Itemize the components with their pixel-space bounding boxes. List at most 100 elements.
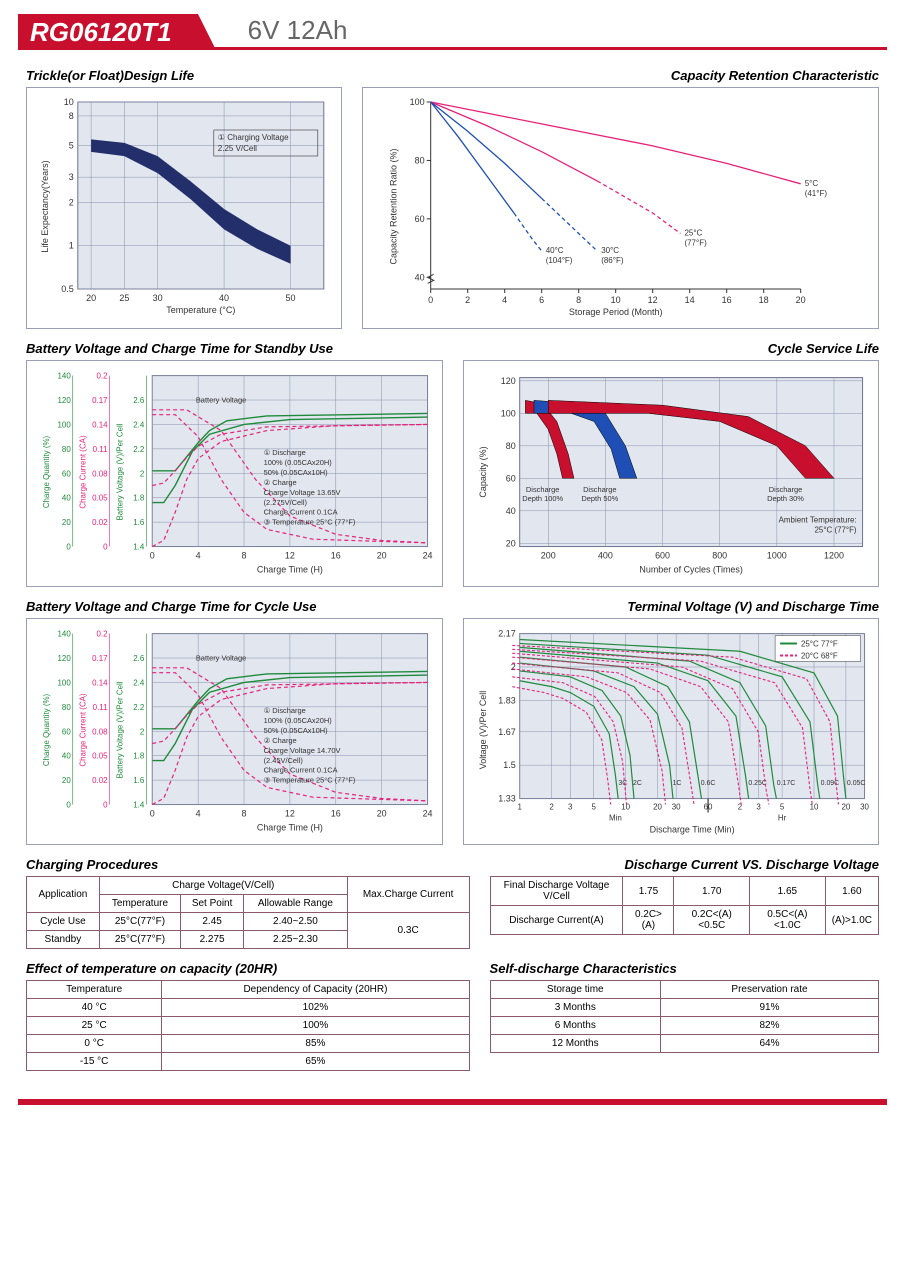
svg-text:2: 2 <box>737 803 742 812</box>
svg-text:0.25C: 0.25C <box>748 780 767 787</box>
svg-text:40: 40 <box>62 494 71 503</box>
svg-text:0: 0 <box>66 543 71 552</box>
svg-text:40: 40 <box>505 506 515 516</box>
svg-text:1.6: 1.6 <box>133 776 145 785</box>
svg-text:50: 50 <box>286 293 296 303</box>
svg-text:① Discharge: ① Discharge <box>264 448 306 457</box>
svg-text:120: 120 <box>58 654 72 663</box>
svg-text:Battery Voltage (V)/Per Cell: Battery Voltage (V)/Per Cell <box>115 423 124 520</box>
svg-text:20°C 68°F: 20°C 68°F <box>800 651 837 660</box>
svg-text:(77°F): (77°F) <box>684 238 707 247</box>
svg-text:4: 4 <box>502 295 507 305</box>
svg-text:Voltage (V)/Per Cell: Voltage (V)/Per Cell <box>477 691 487 770</box>
svg-text:100% (0.05CAx20H): 100% (0.05CAx20H) <box>264 458 333 467</box>
svg-text:24: 24 <box>423 550 433 560</box>
svg-text:0.2: 0.2 <box>96 630 108 639</box>
discharge-table: Final Discharge Voltage V/Cell1.751.701.… <box>490 876 879 935</box>
svg-text:5: 5 <box>779 803 784 812</box>
svg-text:1.83: 1.83 <box>498 695 515 705</box>
svg-text:3C: 3C <box>618 780 627 787</box>
svg-text:100: 100 <box>500 408 515 418</box>
svg-text:12: 12 <box>285 808 295 818</box>
svg-text:Capacity Retention Ratio (%): Capacity Retention Ratio (%) <box>388 148 398 264</box>
svg-text:25°C 77°F: 25°C 77°F <box>800 640 837 649</box>
svg-text:40: 40 <box>414 272 424 282</box>
svg-text:1.4: 1.4 <box>133 543 145 552</box>
chart3: 04812162024020406080100120140Charge Quan… <box>26 360 443 587</box>
svg-text:1200: 1200 <box>824 550 844 560</box>
svg-text:2: 2 <box>140 727 145 736</box>
svg-text:40: 40 <box>62 752 71 761</box>
table3-title: Effect of temperature on capacity (20HR) <box>26 961 470 976</box>
svg-text:140: 140 <box>58 630 72 639</box>
svg-text:5: 5 <box>69 140 74 150</box>
svg-text:0.2: 0.2 <box>96 372 108 381</box>
chart2-title: Capacity Retention Characteristic <box>362 68 879 83</box>
svg-text:80: 80 <box>62 445 71 454</box>
svg-text:1.67: 1.67 <box>498 727 515 737</box>
svg-text:Charge Current 0.1CA: Charge Current 0.1CA <box>264 766 338 775</box>
svg-text:0.5: 0.5 <box>61 284 74 294</box>
svg-text:10: 10 <box>809 803 818 812</box>
svg-text:1C: 1C <box>672 780 681 787</box>
chart6-title: Terminal Voltage (V) and Discharge Time <box>463 599 880 614</box>
table2-title: Discharge Current VS. Discharge Voltage <box>490 857 879 872</box>
svg-text:20: 20 <box>62 518 71 527</box>
svg-text:2: 2 <box>140 469 145 478</box>
svg-text:① Charging Voltage: ① Charging Voltage <box>218 133 289 142</box>
svg-text:(104°F): (104°F) <box>545 256 572 265</box>
svg-text:2.25 V/Cell: 2.25 V/Cell <box>218 144 257 153</box>
chart2: 406080100024681012141618205°C(41°F)25°C(… <box>362 87 879 329</box>
chart1-title: Trickle(or Float)Design Life <box>26 68 342 83</box>
svg-text:20: 20 <box>505 538 515 548</box>
svg-text:Temperature (°C): Temperature (°C) <box>166 305 235 315</box>
svg-text:Depth 30%: Depth 30% <box>767 494 804 503</box>
svg-text:Battery Voltage: Battery Voltage <box>196 395 246 404</box>
svg-text:0: 0 <box>150 808 155 818</box>
svg-text:0.14: 0.14 <box>92 420 108 429</box>
svg-text:4: 4 <box>196 550 201 560</box>
svg-text:1.5: 1.5 <box>503 760 515 770</box>
footer-bar <box>18 1099 887 1105</box>
svg-text:Capacity (%): Capacity (%) <box>477 446 487 497</box>
svg-text:Charge Time (H): Charge Time (H) <box>257 822 323 832</box>
svg-text:0.17C: 0.17C <box>776 780 795 787</box>
svg-text:Life Expectancy(Years): Life Expectancy(Years) <box>40 160 50 252</box>
svg-text:16: 16 <box>721 295 731 305</box>
spec-text: 6V 12Ah <box>198 14 887 50</box>
chart4-title: Cycle Service Life <box>463 341 880 356</box>
svg-text:8: 8 <box>576 295 581 305</box>
svg-text:2C: 2C <box>632 780 641 787</box>
svg-text:Charge Time (H): Charge Time (H) <box>257 564 323 574</box>
table1-title: Charging Procedures <box>26 857 470 872</box>
svg-text:Charge Current 0.1CA: Charge Current 0.1CA <box>264 508 338 517</box>
svg-text:Charge Voltage 14.70V: Charge Voltage 14.70V <box>264 746 341 755</box>
svg-text:Depth 100%: Depth 100% <box>522 494 563 503</box>
svg-text:60: 60 <box>414 214 424 224</box>
chart4: 2004006008001000120020406080100120Discha… <box>463 360 880 587</box>
temp-capacity-table: TemperatureDependency of Capacity (20HR)… <box>26 980 470 1071</box>
svg-text:2: 2 <box>549 803 554 812</box>
charging-procedures-table: ApplicationCharge Voltage(V/Cell)Max.Cha… <box>26 876 470 949</box>
header: RG06120T1 6V 12Ah <box>18 14 887 50</box>
svg-text:0.17: 0.17 <box>92 396 108 405</box>
svg-text:0.11: 0.11 <box>93 445 108 454</box>
svg-text:0: 0 <box>103 801 108 810</box>
svg-text:12: 12 <box>285 550 295 560</box>
svg-text:16: 16 <box>331 808 341 818</box>
chart5: 04812162024020406080100120140Charge Quan… <box>26 618 443 845</box>
svg-text:0.05C: 0.05C <box>846 780 865 787</box>
svg-text:6: 6 <box>539 295 544 305</box>
svg-text:0.17: 0.17 <box>92 654 108 663</box>
svg-text:0: 0 <box>428 295 433 305</box>
svg-text:10: 10 <box>610 295 620 305</box>
svg-text:2.6: 2.6 <box>133 396 145 405</box>
svg-text:0: 0 <box>150 550 155 560</box>
svg-text:1: 1 <box>517 803 522 812</box>
svg-text:8: 8 <box>69 111 74 121</box>
svg-text:2.4: 2.4 <box>133 420 145 429</box>
svg-text:0.08: 0.08 <box>92 469 108 478</box>
svg-text:100: 100 <box>409 97 424 107</box>
svg-text:5°C: 5°C <box>804 179 818 188</box>
svg-text:Storage Period (Month): Storage Period (Month) <box>569 307 663 317</box>
